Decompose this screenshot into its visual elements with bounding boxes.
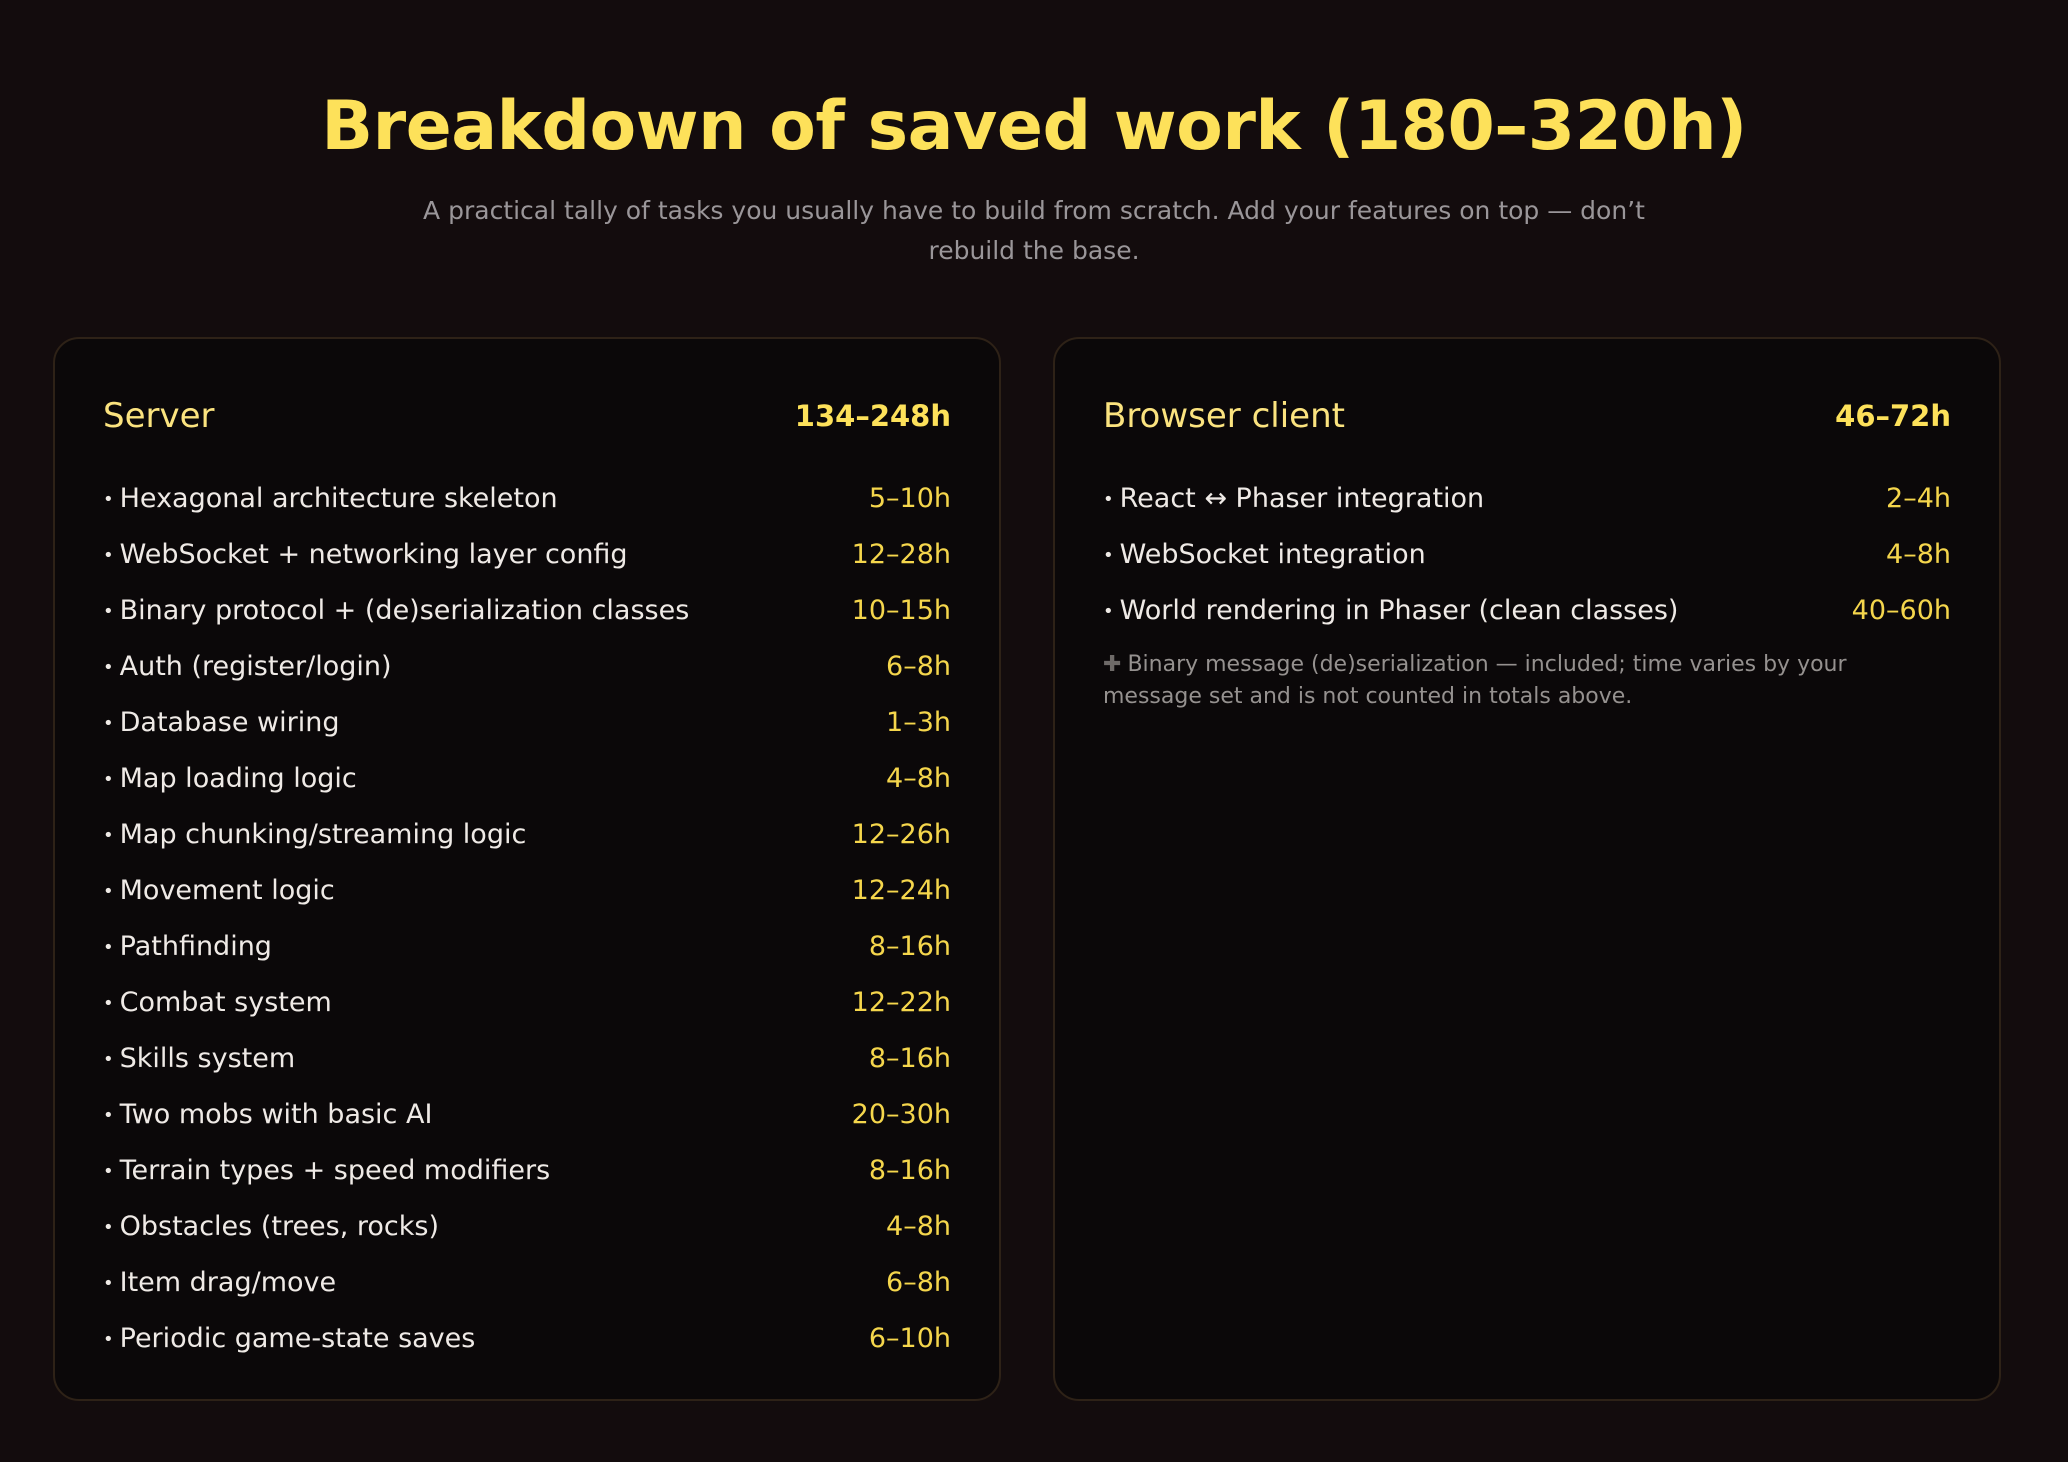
- task-hours: 12–26h: [851, 818, 951, 850]
- list-item: Hexagonal architecture skeleton 5–10h: [103, 470, 951, 526]
- task-hours: 8–16h: [868, 930, 951, 962]
- task-label: Terrain types + speed modifiers: [103, 1155, 551, 1186]
- list-item: Map chunking/streaming logic 12–26h: [103, 806, 951, 862]
- task-label: Pathfinding: [103, 931, 272, 962]
- task-label: WebSocket + networking layer config: [103, 539, 628, 570]
- list-item: Pathfinding 8–16h: [103, 918, 951, 974]
- task-hours: 12–28h: [851, 538, 951, 570]
- list-item: Obstacles (trees, rocks) 4–8h: [103, 1198, 951, 1254]
- page-subtitle: A practical tally of tasks you usually h…: [423, 196, 1645, 265]
- task-label: Item drag/move: [103, 1267, 336, 1298]
- list-item: Terrain types + speed modifiers 8–16h: [103, 1142, 951, 1198]
- task-hours: 12–24h: [851, 874, 951, 906]
- task-label: Periodic game-state saves: [103, 1323, 476, 1354]
- list-item: React ↔ Phaser integration 2–4h: [1103, 470, 1951, 526]
- list-item: Periodic game-state saves 6–10h: [103, 1310, 951, 1366]
- plus-icon: ✚: [1103, 652, 1122, 677]
- client-note-text: Binary message (de)serialization — inclu…: [1103, 652, 1847, 709]
- list-item: Binary protocol + (de)serialization clas…: [103, 582, 951, 638]
- task-hours: 12–22h: [851, 986, 951, 1018]
- task-hours: 8–16h: [868, 1154, 951, 1186]
- task-hours: 20–30h: [851, 1098, 951, 1130]
- task-hours: 4–8h: [886, 1210, 951, 1242]
- task-label: World rendering in Phaser (clean classes…: [1103, 595, 1679, 626]
- task-label: Two mobs with basic AI: [103, 1099, 433, 1130]
- task-hours: 1–3h: [886, 706, 951, 738]
- task-label: Combat system: [103, 987, 332, 1018]
- task-label: React ↔ Phaser integration: [1103, 483, 1485, 514]
- task-label: Database wiring: [103, 707, 340, 738]
- client-card-title: Browser client: [1103, 396, 1345, 436]
- page-title: Breakdown of saved work (180–320h): [321, 87, 1747, 166]
- task-label: WebSocket integration: [1103, 539, 1426, 570]
- server-card-header: Server 134–248h: [103, 391, 951, 441]
- task-label: Movement logic: [103, 875, 335, 906]
- task-label: Map loading logic: [103, 763, 357, 794]
- server-task-list: Hexagonal architecture skeleton 5–10h Web…: [103, 470, 951, 1366]
- task-hours: 4–8h: [886, 762, 951, 794]
- task-label: Obstacles (trees, rocks): [103, 1211, 439, 1242]
- list-item: Auth (register/login) 6–8h: [103, 638, 951, 694]
- task-hours: 2–4h: [1886, 482, 1951, 514]
- list-item: Skills system 8–16h: [103, 1030, 951, 1086]
- client-card-header: Browser client 46–72h: [1103, 391, 1951, 441]
- server-card: Server 134–248h Hexagonal architecture s…: [53, 337, 1001, 1401]
- task-hours: 5–10h: [868, 482, 951, 514]
- list-item: Database wiring 1–3h: [103, 694, 951, 750]
- server-card-title: Server: [103, 396, 215, 436]
- task-hours: 8–16h: [868, 1042, 951, 1074]
- task-label: Binary protocol + (de)serialization clas…: [103, 595, 690, 626]
- task-hours: 6–10h: [868, 1322, 951, 1354]
- task-hours: 4–8h: [1886, 538, 1951, 570]
- client-total-hours: 46–72h: [1835, 399, 1951, 433]
- task-hours: 40–60h: [1851, 594, 1951, 626]
- browser-client-card: Browser client 46–72h React ↔ Phaser int…: [1053, 337, 2001, 1401]
- task-hours: 6–8h: [886, 650, 951, 682]
- task-label: Skills system: [103, 1043, 296, 1074]
- list-item: Two mobs with basic AI 20–30h: [103, 1086, 951, 1142]
- list-item: Map loading logic 4–8h: [103, 750, 951, 806]
- task-hours: 6–8h: [886, 1266, 951, 1298]
- task-label: Map chunking/streaming logic: [103, 819, 527, 850]
- list-item: WebSocket integration 4–8h: [1103, 526, 1951, 582]
- list-item: WebSocket + networking layer config 12–28…: [103, 526, 951, 582]
- task-hours: 10–15h: [851, 594, 951, 626]
- server-total-hours: 134–248h: [794, 399, 951, 433]
- client-note: ✚ Binary message (de)serialization — incl…: [1103, 649, 1903, 713]
- list-item: Item drag/move 6–8h: [103, 1254, 951, 1310]
- task-label: Hexagonal architecture skeleton: [103, 483, 558, 514]
- client-task-list: React ↔ Phaser integration 2–4h WebSocket…: [1103, 470, 1951, 638]
- task-label: Auth (register/login): [103, 651, 392, 682]
- list-item: World rendering in Phaser (clean classes…: [1103, 582, 1951, 638]
- list-item: Movement logic 12–24h: [103, 862, 951, 918]
- list-item: Combat system 12–22h: [103, 974, 951, 1030]
